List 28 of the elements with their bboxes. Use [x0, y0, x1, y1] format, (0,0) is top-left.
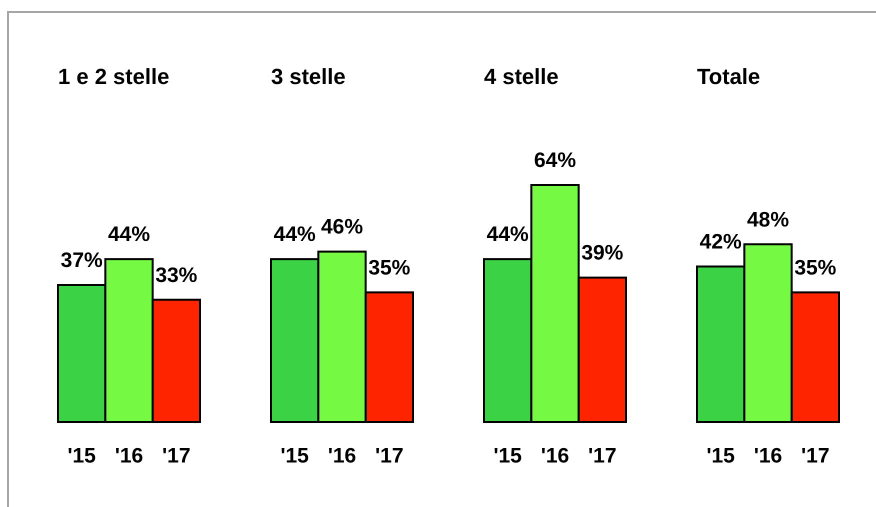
- x-tick-label: '17: [588, 444, 617, 468]
- chart-title: 1 e 2 stelle: [58, 64, 170, 89]
- x-tick-label: '16: [328, 444, 356, 468]
- chart-title: 4 stelle: [484, 64, 559, 89]
- data-label: 46%: [320, 216, 364, 239]
- data-label: 44%: [486, 223, 530, 246]
- x-tick-label: '16: [754, 444, 782, 468]
- data-label: 42%: [700, 230, 742, 254]
- data-label: 35%: [368, 256, 411, 280]
- data-label: 35%: [794, 256, 837, 280]
- chart-title: Totale: [697, 64, 760, 89]
- x-tick-label: '16: [540, 444, 570, 468]
- x-tick-label: '15: [493, 444, 522, 468]
- x-tick-label: '15: [706, 444, 736, 468]
- x-tick-label: '17: [162, 444, 191, 468]
- data-label: 64%: [534, 149, 576, 172]
- x-tick-label: '17: [375, 444, 404, 468]
- data-label: 44%: [108, 223, 150, 246]
- data-label: 39%: [581, 242, 624, 265]
- data-label: 48%: [746, 208, 790, 232]
- x-tick-label: '16: [114, 444, 144, 468]
- data-label: 37%: [60, 248, 104, 272]
- data-label: 33%: [155, 264, 198, 287]
- x-tick-label: '15: [280, 444, 310, 468]
- x-tick-label: '17: [801, 444, 830, 468]
- x-tick-label: '15: [67, 444, 96, 468]
- data-label: 44%: [274, 223, 316, 246]
- chart-title: 3 stelle: [271, 64, 346, 89]
